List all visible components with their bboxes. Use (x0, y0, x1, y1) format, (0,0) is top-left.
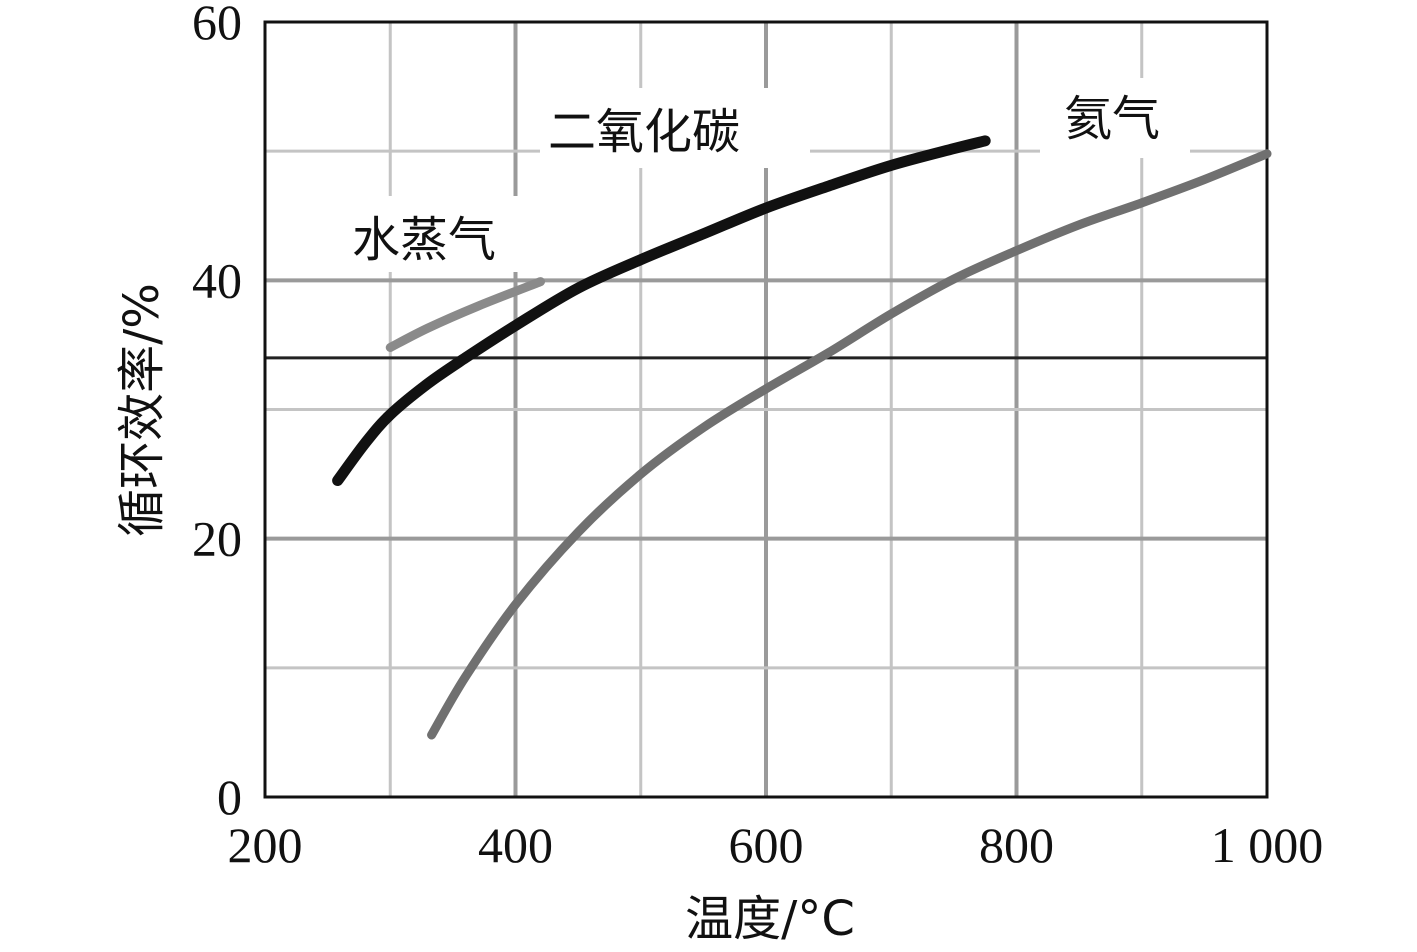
series-label-bg-steam (345, 196, 535, 272)
series-label-bg-helium (1040, 78, 1190, 158)
plot-area-frame (263, 20, 1269, 799)
x-tick-label: 800 (979, 817, 1054, 873)
y-tick-label: 60 (192, 0, 242, 50)
series-line-0 (385, 277, 546, 352)
series-line-1 (332, 135, 991, 487)
y-tick-label: 0 (217, 769, 242, 825)
y-axis-title: 循环效率/% (114, 283, 170, 537)
series-label-helium: 氦气 (1064, 91, 1160, 147)
x-tick-label: 200 (228, 817, 303, 873)
series-line-2 (427, 149, 1272, 740)
series-labels: 二氧化碳 水蒸气 氦气 (345, 78, 1190, 272)
y-tick-labels: 0 20 40 60 (192, 0, 242, 825)
series-label-bg-co2 (540, 88, 810, 168)
x-axis-title: 温度/°C (685, 891, 855, 947)
series-label-co2: 二氧化碳 (548, 104, 740, 160)
x-tick-label: 400 (478, 817, 553, 873)
x-tick-labels: 200 400 600 800 1 000 (228, 817, 1324, 873)
series-label-steam: 水蒸气 (352, 212, 496, 268)
x-tick-label: 1 000 (1211, 817, 1324, 873)
y-tick-label: 20 (192, 511, 242, 567)
y-tick-label: 40 (192, 252, 242, 308)
x-tick-label: 600 (729, 817, 804, 873)
series-lines (332, 135, 1272, 740)
